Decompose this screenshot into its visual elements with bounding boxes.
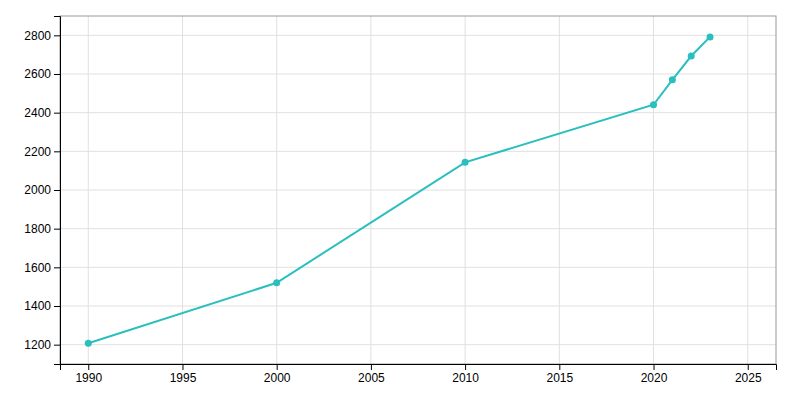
y-tick-mark xyxy=(54,151,60,152)
point xyxy=(669,76,676,83)
grid-line-x xyxy=(653,16,654,364)
x-tick-mark xyxy=(182,364,183,370)
x-tick-label: 1990 xyxy=(75,371,102,385)
y-tick-mark xyxy=(54,267,60,268)
x-tick-label: 1995 xyxy=(170,371,197,385)
x-tick-label: 2005 xyxy=(358,371,385,385)
x-tick-mark xyxy=(748,364,749,370)
y-axis: 1200 1400 1600 1800 2000 2200 2400 2600 2800 xyxy=(24,17,60,365)
y-tick: 1800 xyxy=(24,222,60,236)
grid-line-y xyxy=(60,112,776,113)
grid-line-y xyxy=(60,35,776,36)
y-tick: 1600 xyxy=(24,261,60,275)
y-tick-label: 2600 xyxy=(24,67,51,81)
y-axis-line xyxy=(54,17,61,365)
grid-line-y xyxy=(60,306,776,307)
y-tick: 2000 xyxy=(24,183,60,197)
x-tick: 2025 xyxy=(735,364,762,385)
x-tick-mark xyxy=(559,364,560,370)
y-tick-mark xyxy=(54,35,60,36)
plot-area: 1990 1995 2000 2005 2010 2015 2020 2025 1200 1400… xyxy=(24,16,776,385)
y-tick-label: 2200 xyxy=(24,145,51,159)
y-tick-label: 2400 xyxy=(24,106,51,120)
point xyxy=(688,53,695,60)
x-tick-label: 2015 xyxy=(546,371,573,385)
point xyxy=(462,159,469,166)
grid-line-x xyxy=(88,16,89,364)
x-axis-line xyxy=(61,365,777,371)
x-tick-mark xyxy=(465,364,466,370)
y-tick-label: 1200 xyxy=(24,338,51,352)
point xyxy=(85,340,92,347)
grid xyxy=(60,16,776,364)
y-tick-mark xyxy=(54,229,60,230)
grid-line-x xyxy=(370,16,371,364)
x-tick-label: 2000 xyxy=(264,371,291,385)
y-tick-label: 2800 xyxy=(24,29,51,43)
grid-line-x xyxy=(465,16,466,364)
y-tick-label: 1400 xyxy=(24,299,51,313)
chart-svg: 1990 1995 2000 2005 2010 2015 2020 2025 1200 1400… xyxy=(0,0,800,400)
y-tick: 2200 xyxy=(24,145,60,159)
x-tick: 2005 xyxy=(358,364,385,385)
y-tick-mark xyxy=(54,74,60,75)
x-tick-mark xyxy=(88,364,89,370)
x-tick: 2000 xyxy=(264,364,291,385)
x-tick: 1995 xyxy=(170,364,197,385)
plot-frame xyxy=(60,16,776,364)
line xyxy=(88,37,710,343)
grid-line-x xyxy=(182,16,183,364)
x-tick-label: 2010 xyxy=(452,371,479,385)
grid-line-x xyxy=(747,16,748,364)
grid-line-y xyxy=(60,228,776,229)
point xyxy=(650,101,657,108)
point xyxy=(707,33,714,40)
y-tick-mark xyxy=(54,306,60,307)
y-tick: 1400 xyxy=(24,299,60,313)
x-tick-mark xyxy=(277,364,278,370)
x-tick: 1990 xyxy=(75,364,102,385)
y-tick-mark xyxy=(54,345,60,346)
grid-line-y xyxy=(60,344,776,345)
y-tick: 2400 xyxy=(24,106,60,120)
chart-container: 1990 1995 2000 2005 2010 2015 2020 2025 1200 1400… xyxy=(0,0,800,400)
y-tick: 2600 xyxy=(24,67,60,81)
x-axis: 1990 1995 2000 2005 2010 2015 2020 2025 xyxy=(61,364,777,385)
y-tick-mark xyxy=(54,113,60,114)
y-tick-label: 1600 xyxy=(24,261,51,275)
y-tick-label: 1800 xyxy=(24,222,51,236)
x-tick: 2015 xyxy=(546,364,573,385)
y-tick: 2800 xyxy=(24,29,60,43)
grid-line-y xyxy=(60,267,776,268)
marks xyxy=(85,33,714,346)
x-tick-label: 2025 xyxy=(735,371,762,385)
point xyxy=(273,279,280,286)
x-tick-mark xyxy=(371,364,372,370)
y-tick-label: 2000 xyxy=(24,183,51,197)
x-tick-label: 2020 xyxy=(641,371,668,385)
x-tick: 2010 xyxy=(452,364,479,385)
grid-line-y xyxy=(60,74,776,75)
x-tick-mark xyxy=(654,364,655,370)
y-tick: 1200 xyxy=(24,338,60,352)
y-tick-mark xyxy=(54,190,60,191)
grid-line-y xyxy=(60,151,776,152)
x-tick: 2020 xyxy=(641,364,668,385)
grid-line-x xyxy=(276,16,277,364)
grid-line-y xyxy=(60,190,776,191)
grid-line-x xyxy=(559,16,560,364)
